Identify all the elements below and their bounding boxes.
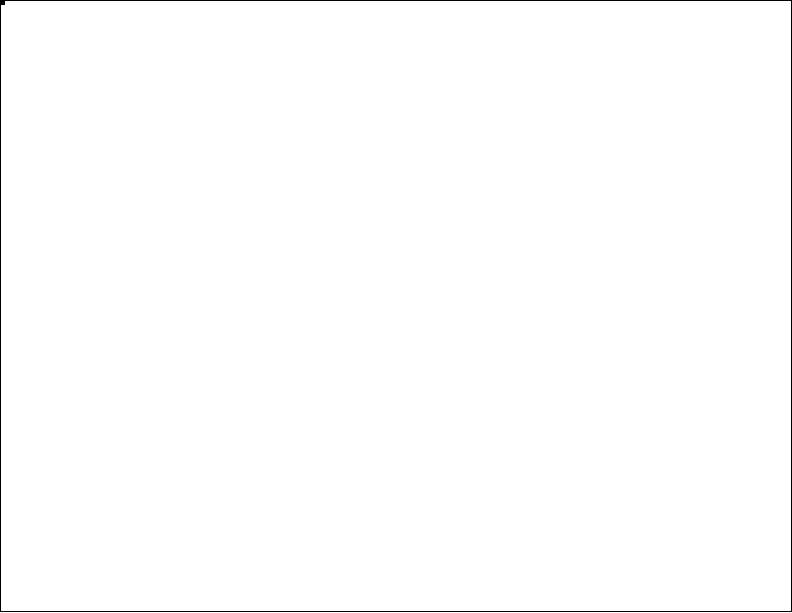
connectors-layer bbox=[1, 1, 792, 613]
slide-canvas bbox=[0, 0, 792, 612]
